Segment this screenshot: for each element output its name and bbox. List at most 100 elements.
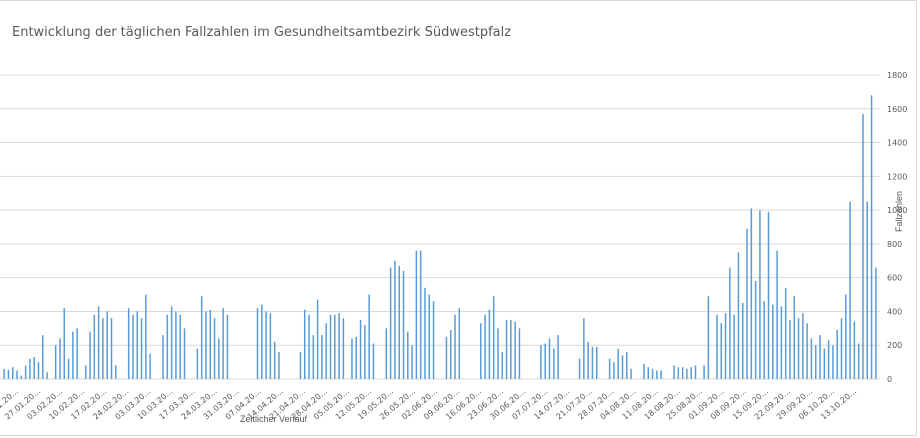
x-axis-label: Zeitlicher Verlauf: [240, 414, 308, 424]
bar: [7, 369, 10, 379]
bar: [432, 301, 435, 379]
bar: [802, 313, 804, 379]
bar: [488, 309, 491, 379]
bar: [303, 309, 306, 379]
bar: [647, 367, 650, 379]
bar: [501, 351, 504, 379]
bar: [759, 210, 761, 379]
bar: [716, 314, 718, 379]
bar: [832, 345, 834, 379]
bar: [656, 370, 658, 379]
bar: [694, 365, 697, 379]
bar: [505, 319, 508, 379]
bar: [763, 301, 765, 379]
bar: [724, 313, 727, 379]
bar: [63, 308, 66, 379]
bar: [359, 319, 362, 379]
bar: [784, 287, 787, 379]
bar: [591, 346, 594, 379]
bar: [754, 281, 757, 379]
bar: [518, 328, 521, 379]
bar: [261, 304, 263, 379]
bar: [93, 314, 96, 379]
bar: [870, 95, 873, 380]
bar: [810, 338, 813, 379]
bar: [626, 351, 628, 379]
bar: [677, 367, 680, 379]
bar: [389, 267, 392, 379]
bar: [355, 336, 358, 379]
bar: [256, 308, 259, 379]
bar: [42, 335, 44, 379]
bar: [484, 314, 486, 379]
bar: [492, 296, 495, 379]
y-tick-label: 200: [887, 341, 902, 350]
bar: [819, 335, 821, 379]
bar: [767, 211, 770, 379]
bar: [793, 296, 796, 379]
y-tick-label: 400: [887, 307, 902, 316]
bar: [741, 303, 744, 379]
bar: [407, 331, 409, 379]
bar: [312, 335, 315, 379]
bar: [750, 208, 753, 379]
bar: [325, 323, 327, 379]
bar: [59, 338, 61, 379]
bar: [175, 311, 177, 379]
bar: [681, 367, 684, 379]
bar: [428, 294, 431, 379]
bar: [316, 299, 319, 379]
bar: [729, 267, 731, 379]
bar: [772, 304, 774, 379]
bar: [454, 314, 456, 379]
bar: [394, 260, 396, 379]
y-tick-label: 1400: [887, 139, 907, 148]
bar: [308, 314, 310, 379]
bar: [54, 345, 57, 379]
bar: [853, 321, 856, 379]
bar: [621, 355, 624, 379]
bar: [480, 323, 482, 379]
bar: [578, 358, 581, 379]
bar: [510, 319, 512, 379]
bar: [797, 318, 800, 379]
bar: [24, 365, 27, 379]
bar: [183, 328, 186, 379]
bar: [179, 314, 181, 379]
bar: [402, 270, 405, 379]
bar: [149, 353, 151, 379]
bar: [458, 308, 461, 379]
bar: [544, 343, 546, 379]
bar: [299, 351, 302, 379]
bar: [46, 372, 48, 379]
bar: [278, 351, 280, 379]
bar: [613, 362, 615, 379]
bar: [424, 287, 426, 379]
bar: [166, 314, 169, 379]
bar: [875, 267, 877, 379]
bar: [162, 335, 164, 379]
bar: [269, 313, 272, 379]
bar: [110, 318, 113, 379]
bar: [351, 338, 353, 379]
bar: [140, 318, 143, 379]
bar: [553, 348, 555, 379]
bar: [145, 294, 147, 379]
bar: [643, 363, 645, 379]
y-axis-label: Fallzahlen: [894, 190, 904, 232]
chart-title: Entwicklung der täglichen Fallzahlen im …: [12, 25, 512, 40]
bar: [415, 250, 418, 379]
bar: [76, 328, 78, 379]
bar: [557, 335, 559, 379]
bar: [273, 341, 276, 379]
bar: [67, 358, 70, 379]
bar: [583, 318, 585, 379]
bar: [20, 375, 23, 379]
bar: [127, 308, 130, 379]
bar: [385, 328, 388, 379]
y-tick-label: 0: [887, 375, 892, 384]
bar: [449, 330, 452, 379]
bar: [368, 294, 370, 379]
bar: [823, 348, 826, 379]
